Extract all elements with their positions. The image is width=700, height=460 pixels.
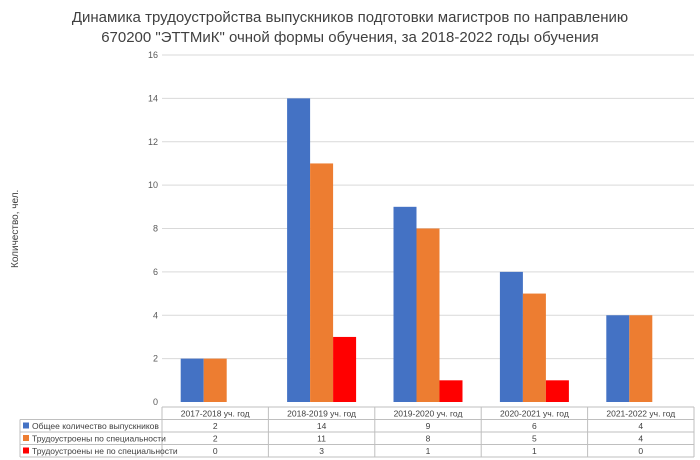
x-category-label: 2018-2019 уч. год [287, 409, 356, 419]
legend-entry: Трудоустроены не по специальности [32, 446, 178, 456]
legend-entry: Общее количество выпускников [32, 421, 159, 431]
bar [499, 271, 523, 402]
bars [180, 98, 653, 402]
bar [203, 358, 227, 402]
y-tick-label: 0 [153, 397, 158, 407]
y-axis-ticks: 0 2 4 6 8 10 12 14 16 [148, 50, 158, 407]
bar [606, 315, 630, 402]
legend-entry: Трудоустроены по специальности [32, 434, 166, 444]
chart-title: Динамика трудоустройства выпускников под… [0, 8, 700, 48]
data-label: 9 [426, 421, 431, 431]
data-label: 2 [213, 421, 218, 431]
y-tick-label: 12 [148, 137, 158, 147]
data-label: 4 [638, 434, 643, 444]
x-category-label: 2017-2018 уч. год [181, 409, 250, 419]
legend-swatch [23, 422, 29, 429]
bar [629, 315, 653, 402]
x-category-label: 2019-2020 уч. год [394, 409, 463, 419]
chart-title-line-2: 670200 "ЭТТМиК" очной формы обучения, за… [101, 29, 599, 46]
chart-title-line-1: Динамика трудоустройства выпускников под… [71, 9, 629, 26]
x-category-label: 2020-2021 уч. год [500, 409, 569, 419]
bar [180, 358, 204, 402]
y-tick-label: 14 [148, 93, 158, 103]
bar [522, 293, 546, 402]
gridlines [162, 54, 694, 360]
y-tick-label: 8 [153, 224, 158, 234]
bar [416, 228, 440, 402]
y-tick-label: 16 [148, 50, 158, 60]
x-category-label: 2021-2022 уч. год [606, 409, 675, 419]
y-tick-label: 4 [153, 310, 158, 320]
data-label: 1 [532, 446, 537, 456]
data-label: 2 [213, 434, 218, 444]
data-label: 3 [319, 446, 324, 456]
data-label: 5 [532, 434, 537, 444]
data-label: 0 [638, 446, 643, 456]
bar [333, 336, 357, 402]
data-label: 14 [317, 421, 327, 431]
legend-swatch [23, 435, 29, 441]
bar [310, 163, 334, 402]
bar [439, 380, 463, 402]
legend-swatch [23, 447, 29, 454]
data-label: 11 [317, 434, 326, 444]
y-tick-label: 10 [148, 180, 158, 190]
data-label: 4 [638, 421, 643, 431]
bar [393, 206, 417, 402]
data-table: 2017-2018 уч. год 2018-2019 уч. год 2019-2… [19, 406, 695, 458]
bar [287, 98, 311, 402]
y-tick-label: 2 [153, 354, 158, 364]
data-label: 1 [426, 446, 431, 456]
data-label: 0 [213, 446, 218, 456]
data-label: 8 [426, 434, 431, 444]
y-tick-label: 6 [153, 267, 158, 277]
bar [545, 380, 569, 402]
data-label: 6 [532, 421, 537, 431]
